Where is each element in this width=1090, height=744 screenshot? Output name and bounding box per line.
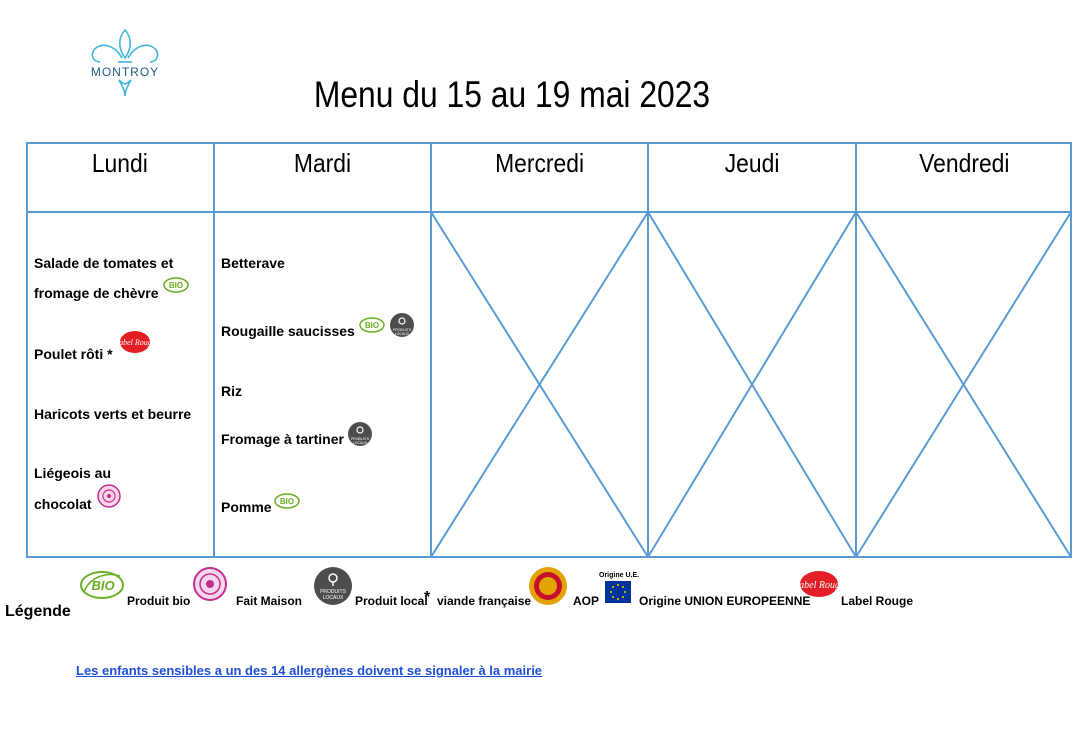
legend-aop-icon [524, 566, 572, 611]
legend-bio-label: Produit bio [127, 594, 191, 608]
svg-text:LOCAUX: LOCAUX [353, 441, 368, 445]
dish-mardi-5: Pomme [221, 499, 272, 515]
legend-label-rouge-icon: Label Rouge [793, 569, 845, 604]
header-mercredi: Mercredi [494, 148, 584, 178]
fleur-de-lis-icon [91, 28, 159, 97]
legend-asterisk: * [424, 589, 431, 606]
dish-lundi-4b: chocolat [34, 496, 92, 512]
fait-maison-icon [94, 484, 124, 513]
dish-lundi-1b: fromage de chèvre [34, 285, 159, 301]
bio-icon: BIO [162, 276, 190, 299]
legend-label-rouge-label: Label Rouge [841, 594, 914, 608]
dish-mardi-1: Betterave [221, 255, 285, 271]
dish-mardi-4: Fromage à tartiner [221, 431, 344, 447]
svg-text:Label Rouge: Label Rouge [118, 338, 152, 347]
table-grid [26, 142, 1072, 558]
svg-text:BIO: BIO [91, 578, 114, 593]
logo-text: MONTROY [90, 65, 160, 79]
cross-mercredi-b [430, 211, 649, 558]
header-mardi: Mardi [293, 148, 352, 178]
svg-text:BIO: BIO [169, 281, 183, 290]
label-rouge-icon: Label Rouge [114, 330, 156, 359]
produit-local-icon: PRODUITS LOCAUX [388, 312, 416, 343]
header-vendredi: Vendredi [918, 148, 1010, 178]
svg-text:PRODUITS: PRODUITS [320, 589, 347, 595]
svg-text:BIO: BIO [365, 321, 379, 330]
bio-icon: BIO [358, 316, 386, 339]
svg-text:LOCAUX: LOCAUX [395, 332, 410, 336]
legend-eu-flag-icon [605, 581, 631, 608]
dish-mardi-2: Rougaille saucisses [221, 323, 355, 339]
legend-fait-maison-label: Fait Maison [236, 594, 303, 608]
legend-bio-icon: BIO [78, 568, 126, 607]
cross-jeudi-b [647, 211, 857, 558]
bio-icon: BIO [273, 492, 301, 515]
dish-lundi-1a: Salade de tomates et [34, 255, 174, 271]
cross-vendredi-b [855, 211, 1072, 558]
page-title: Menu du 15 au 19 mai 2023 [313, 74, 711, 115]
legend-origine-ue-label: Origine UNION EUROPEENNE [639, 594, 811, 608]
montroy-logo: MONTROY [80, 28, 170, 98]
header-lundi: Lundi [92, 148, 148, 178]
svg-text:Label Rouge: Label Rouge [798, 580, 840, 591]
dish-lundi-4a: Liégeois au [34, 465, 112, 481]
produit-local-icon: PRODUITS LOCAUX [346, 421, 374, 452]
legend-origine-ue-badge-text: Origine U.E. [599, 572, 640, 579]
svg-text:LOCAUX: LOCAUX [323, 595, 344, 601]
legend-fait-maison-icon [189, 567, 231, 606]
allergen-note-link[interactable]: Les enfants sensibles a un des 14 allerg… [76, 663, 543, 678]
dish-lundi-2: Poulet rôti * [34, 346, 113, 362]
dish-lundi-3: Haricots verts et beurre [34, 406, 192, 422]
svg-text:PRODUITS: PRODUITS [393, 328, 412, 332]
legend-aop-label: AOP [573, 594, 600, 608]
svg-text:BIO: BIO [280, 497, 294, 506]
dish-mardi-3: Riz [221, 383, 242, 399]
legend-viande-label: viande française [437, 594, 532, 608]
legend-local-label: Produit local [355, 594, 428, 608]
svg-text:PRODUITS: PRODUITS [351, 437, 370, 441]
legend-title: Légende [5, 603, 71, 620]
legend-produit-local-icon: PRODUITS LOCAUX [311, 566, 355, 611]
menu-table: Lundi Mardi Mercredi Jeudi Vendredi [26, 142, 1072, 558]
header-jeudi: Jeudi [724, 148, 780, 178]
